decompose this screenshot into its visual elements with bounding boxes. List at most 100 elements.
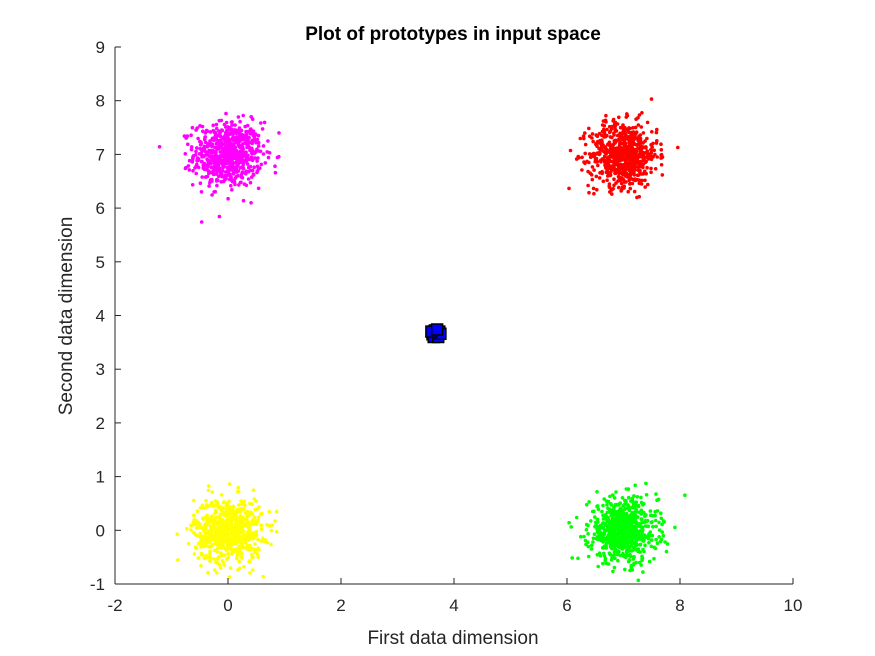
data-point (209, 527, 214, 532)
data-point (582, 136, 586, 141)
data-point (634, 500, 639, 505)
data-point (199, 151, 203, 156)
data-point (620, 170, 624, 175)
data-point (228, 516, 233, 520)
data-point (627, 177, 632, 181)
data-point (191, 523, 195, 527)
data-point (594, 523, 598, 527)
data-point (237, 503, 241, 507)
data-point (645, 155, 649, 160)
data-point (634, 537, 638, 542)
data-point (676, 145, 680, 150)
data-point (231, 515, 236, 519)
data-point (603, 118, 608, 123)
data-point (611, 117, 616, 122)
x-tick-label: 4 (449, 596, 458, 615)
data-point (217, 160, 221, 164)
data-point (206, 520, 211, 525)
data-point (214, 134, 219, 139)
data-point (230, 123, 234, 127)
data-point (637, 163, 641, 167)
data-point (620, 496, 625, 500)
data-point (202, 524, 206, 529)
data-point (617, 177, 622, 182)
data-point (650, 130, 654, 134)
data-point (649, 544, 654, 549)
data-point (239, 551, 244, 555)
data-point (644, 513, 648, 517)
data-point (650, 145, 654, 149)
data-point (646, 536, 651, 541)
data-point (200, 155, 204, 159)
data-point (196, 165, 201, 170)
data-point (629, 145, 634, 150)
data-point (635, 495, 640, 499)
data-point (627, 126, 631, 130)
data-point (267, 151, 272, 155)
data-point (596, 537, 600, 542)
data-point (215, 550, 219, 554)
data-point (612, 177, 616, 181)
data-point (236, 115, 241, 119)
data-point (259, 527, 264, 532)
data-point (639, 563, 643, 567)
data-point (586, 544, 591, 549)
data-point (652, 545, 656, 550)
data-point (593, 515, 597, 519)
data-point (240, 175, 245, 180)
data-point (247, 546, 252, 550)
data-point (607, 539, 611, 544)
data-point (217, 525, 221, 529)
data-point (615, 552, 620, 557)
data-point (628, 182, 632, 186)
data-point (618, 141, 622, 146)
data-point (202, 167, 207, 171)
data-point (594, 520, 598, 525)
data-point (214, 532, 218, 536)
cluster-0 (157, 111, 281, 224)
data-point (208, 552, 212, 556)
data-point (255, 137, 260, 142)
data-point (236, 485, 240, 490)
data-point (198, 181, 203, 185)
data-point (570, 556, 574, 560)
data-point (661, 533, 666, 538)
data-point (627, 163, 632, 167)
data-point (202, 544, 206, 549)
data-point (236, 130, 240, 134)
x-axis-label: First data dimension (367, 628, 538, 649)
data-point (265, 540, 270, 545)
data-point (632, 189, 637, 194)
data-point (189, 145, 194, 149)
data-point (222, 521, 227, 525)
data-point (623, 174, 628, 178)
data-point (637, 178, 642, 182)
data-point (618, 165, 623, 170)
data-point (641, 145, 646, 149)
data-point (230, 188, 234, 192)
data-point (654, 130, 659, 135)
y-tick-label: 7 (96, 145, 105, 164)
data-point (245, 512, 249, 516)
data-point (640, 111, 644, 115)
data-point (219, 546, 224, 550)
data-point (212, 190, 216, 194)
data-point (589, 547, 594, 551)
data-point (266, 155, 271, 160)
data-point (567, 520, 571, 525)
data-point (157, 145, 162, 149)
data-point (611, 148, 616, 152)
data-point (229, 183, 233, 188)
data-point (605, 524, 610, 528)
data-point (595, 141, 599, 145)
data-point (599, 159, 603, 164)
data-point (580, 155, 584, 160)
data-point (219, 493, 224, 497)
data-point (263, 538, 268, 542)
data-point (235, 507, 240, 512)
data-point (262, 120, 267, 125)
data-point (636, 123, 641, 127)
data-point (200, 553, 205, 557)
data-point (606, 162, 611, 166)
data-point (187, 158, 192, 163)
